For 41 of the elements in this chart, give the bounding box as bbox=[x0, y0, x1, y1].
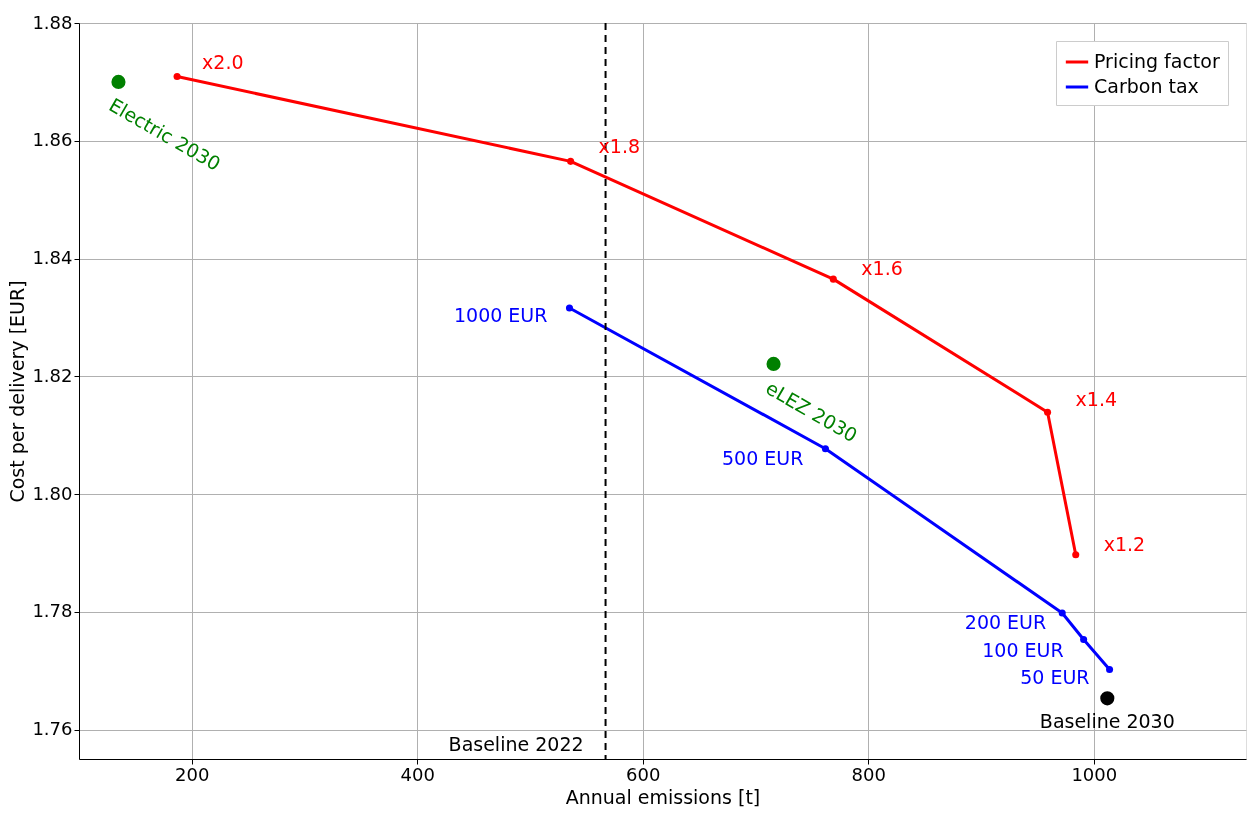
y-tick-label: 1.88 bbox=[32, 11, 73, 33]
point bbox=[1106, 665, 1114, 674]
point bbox=[821, 445, 829, 453]
point bbox=[111, 74, 126, 89]
point bbox=[1058, 609, 1066, 617]
point bbox=[766, 356, 781, 371]
x-tick-label: 200 bbox=[175, 763, 210, 785]
annotation: x1.8 bbox=[598, 135, 641, 158]
point bbox=[173, 73, 181, 81]
annotation: x2.0 bbox=[202, 50, 244, 73]
point bbox=[829, 275, 837, 283]
annotation: 1000 EUR bbox=[453, 303, 548, 326]
annotation: 100 EUR bbox=[982, 639, 1064, 662]
y-tick-label: 1.84 bbox=[32, 247, 73, 269]
annotation: Baseline 2030 bbox=[1039, 710, 1175, 733]
annotation: 500 EUR bbox=[722, 446, 804, 469]
y-tick-label: 1.76 bbox=[32, 718, 73, 740]
annotation: x1.4 bbox=[1075, 388, 1118, 411]
x-tick-label: 400 bbox=[400, 763, 435, 785]
point bbox=[1072, 551, 1080, 559]
annotation: 50 EUR bbox=[1020, 665, 1090, 688]
annotation: 200 EUR bbox=[964, 610, 1047, 633]
point bbox=[565, 304, 574, 312]
y-axis-title: Cost per delivery [EUR] bbox=[6, 280, 29, 503]
y-tick-label: 1.86 bbox=[32, 129, 73, 151]
x-tick-label: 1000 bbox=[1071, 763, 1118, 785]
x-tick-label: 800 bbox=[851, 763, 886, 785]
annotation: x1.6 bbox=[861, 257, 903, 280]
point bbox=[1080, 635, 1088, 643]
point bbox=[1044, 408, 1052, 416]
x-axis-title: Annual emissions [t] bbox=[565, 785, 761, 808]
legend-label: Carbon tax bbox=[1094, 75, 1199, 97]
legend-label: Pricing factor bbox=[1094, 50, 1220, 72]
y-tick-label: 1.78 bbox=[32, 600, 73, 622]
ref-line-label: Baseline 2022 bbox=[448, 733, 584, 755]
x-tick-label: 600 bbox=[626, 763, 661, 785]
point bbox=[567, 157, 575, 165]
y-tick-label: 1.80 bbox=[32, 482, 73, 504]
point bbox=[1100, 691, 1115, 706]
annotation: x1.2 bbox=[1103, 532, 1146, 555]
y-tick-label: 1.82 bbox=[32, 364, 73, 386]
